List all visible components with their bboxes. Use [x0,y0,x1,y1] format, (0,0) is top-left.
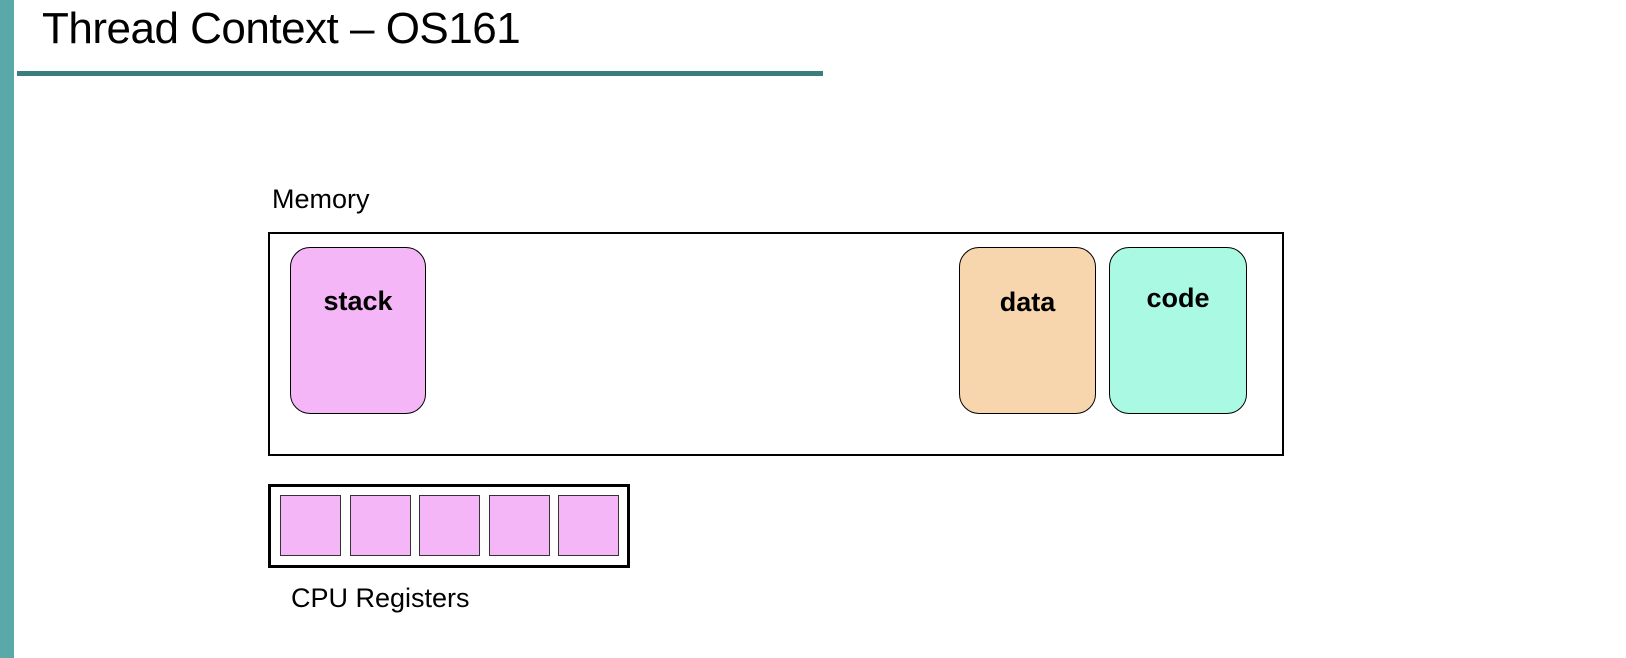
cpu-registers-box [268,484,630,568]
data-segment: data [959,247,1096,414]
page-title: Thread Context – OS161 [42,4,521,53]
title-underline [17,71,823,76]
memory-label: Memory [272,184,370,214]
cpu-register [558,495,619,556]
code-segment-label: code [1146,283,1210,313]
cpu-register [419,495,480,556]
data-segment-label: data [999,287,1056,317]
left-accent-bar [0,0,14,658]
code-segment: code [1109,247,1247,414]
cpu-register [489,495,550,556]
memory-box: stack data code [268,232,1284,456]
cpu-register [280,495,341,556]
cpu-registers-label: CPU Registers [291,583,470,613]
stack-segment-label: stack [323,286,393,316]
stack-segment: stack [290,247,426,414]
cpu-register [350,495,411,556]
